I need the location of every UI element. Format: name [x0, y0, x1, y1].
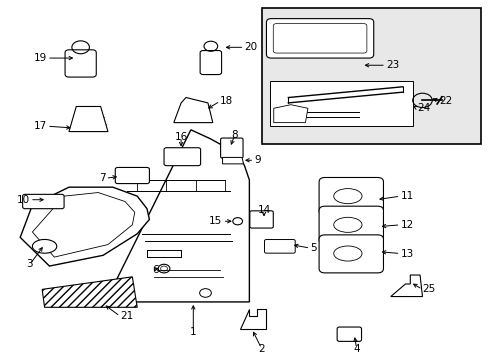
Polygon shape — [105, 130, 249, 302]
Text: 9: 9 — [254, 155, 260, 165]
Polygon shape — [222, 157, 243, 164]
Text: 15: 15 — [209, 216, 222, 226]
FancyBboxPatch shape — [200, 50, 221, 75]
Text: 2: 2 — [258, 343, 264, 354]
FancyBboxPatch shape — [264, 239, 295, 253]
Bar — [261, 8, 480, 144]
Polygon shape — [42, 277, 137, 307]
Polygon shape — [239, 309, 266, 329]
Text: 16: 16 — [174, 132, 187, 142]
FancyBboxPatch shape — [319, 206, 383, 244]
Polygon shape — [32, 239, 57, 253]
Text: 23: 23 — [385, 60, 398, 70]
Text: 8: 8 — [231, 130, 238, 140]
Text: 11: 11 — [400, 191, 413, 201]
Polygon shape — [270, 81, 412, 126]
FancyBboxPatch shape — [65, 50, 96, 77]
Polygon shape — [20, 187, 149, 266]
Text: 5: 5 — [310, 243, 316, 253]
FancyBboxPatch shape — [273, 24, 366, 53]
Ellipse shape — [333, 246, 361, 261]
Text: 18: 18 — [220, 96, 233, 106]
Text: 17: 17 — [34, 121, 47, 131]
Text: 12: 12 — [400, 220, 413, 230]
Text: 24: 24 — [417, 103, 430, 113]
FancyBboxPatch shape — [266, 19, 373, 58]
Text: 20: 20 — [244, 42, 257, 52]
FancyBboxPatch shape — [220, 138, 243, 158]
Text: 3: 3 — [26, 259, 33, 269]
FancyBboxPatch shape — [115, 167, 149, 184]
FancyBboxPatch shape — [336, 327, 361, 341]
FancyBboxPatch shape — [249, 211, 273, 228]
Text: 1: 1 — [190, 327, 196, 337]
FancyBboxPatch shape — [319, 235, 383, 273]
Text: 25: 25 — [422, 284, 435, 294]
Text: 13: 13 — [400, 248, 413, 258]
Polygon shape — [173, 98, 212, 123]
Ellipse shape — [333, 189, 361, 204]
Ellipse shape — [333, 217, 361, 232]
Polygon shape — [390, 275, 422, 297]
Polygon shape — [273, 105, 307, 123]
Text: 7: 7 — [99, 173, 105, 183]
FancyBboxPatch shape — [163, 148, 200, 166]
Text: 6: 6 — [152, 265, 158, 275]
Text: 22: 22 — [439, 96, 452, 106]
Text: 10: 10 — [17, 195, 30, 205]
FancyBboxPatch shape — [22, 194, 64, 209]
Text: 21: 21 — [120, 311, 133, 321]
Text: 19: 19 — [34, 53, 47, 63]
Text: 4: 4 — [353, 343, 359, 354]
Polygon shape — [69, 107, 108, 132]
Text: 14: 14 — [257, 206, 270, 216]
FancyBboxPatch shape — [319, 177, 383, 216]
